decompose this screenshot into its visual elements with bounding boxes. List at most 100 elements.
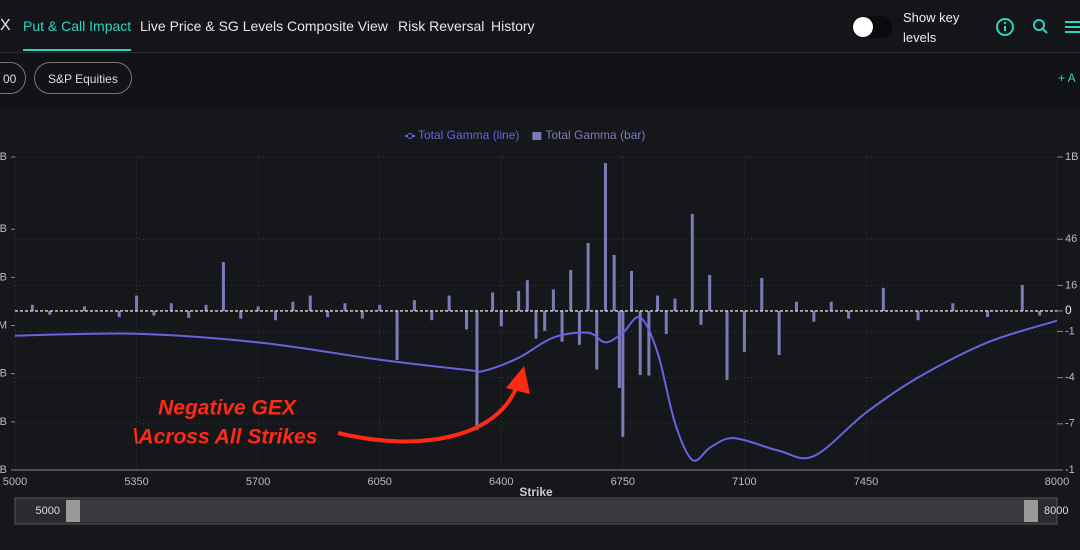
tab[interactable]: Composite View (287, 18, 388, 34)
bar (586, 242, 590, 311)
add-button[interactable]: + A (1058, 71, 1076, 85)
filter-chip[interactable]: S&P Equities (34, 62, 132, 94)
y-tick-label: -1 (1065, 464, 1075, 476)
bar (499, 310, 503, 327)
bar (326, 310, 330, 318)
toggle-label: Show key levels (903, 10, 960, 45)
bar (430, 310, 434, 321)
bar (412, 300, 416, 311)
bar (630, 270, 634, 311)
y2-tick-label: B (0, 368, 7, 380)
bar (117, 310, 121, 318)
y-tick-label: -7 (1065, 418, 1075, 430)
y-tick-label: 0 (1065, 303, 1072, 317)
bar (447, 295, 451, 311)
bar (360, 310, 364, 319)
bar (551, 289, 555, 311)
bar (881, 287, 885, 311)
bar (30, 304, 34, 311)
y-tick-label: -1 (1065, 325, 1075, 337)
bar (135, 295, 139, 311)
y-tick-label: 1B (1065, 151, 1078, 163)
bar (699, 310, 703, 325)
slider-handle (1024, 500, 1038, 522)
x-axis-label: Strike (519, 485, 553, 499)
x-tick-label: 6050 (367, 476, 391, 488)
bar (291, 301, 295, 311)
slider-label: 8000 (1044, 505, 1068, 517)
bar (638, 310, 642, 376)
bar (617, 310, 621, 388)
slider-selection (80, 500, 1024, 522)
bar (777, 310, 781, 355)
icons[interactable] (995, 17, 1080, 37)
x-tick-label: 7100 (732, 476, 756, 488)
bar (543, 310, 547, 331)
filter-chip[interactable]: 00 (0, 62, 26, 94)
bar (603, 163, 607, 311)
bar (656, 295, 660, 311)
bar (829, 301, 833, 311)
bar (256, 306, 260, 311)
bar (725, 310, 729, 380)
bar (187, 310, 191, 318)
bar (647, 310, 651, 376)
bar (708, 274, 712, 311)
tab[interactable]: Put & Call Impact (23, 18, 132, 51)
tab[interactable]: Risk Reversal (398, 18, 485, 34)
bar (612, 254, 616, 311)
annotation: \Across All Strikes (133, 426, 318, 449)
y2-tick-label: B (0, 151, 7, 163)
bar (577, 310, 581, 345)
bar (152, 310, 156, 316)
bar (82, 306, 86, 311)
tab[interactable]: History (491, 18, 535, 34)
bar (951, 303, 955, 311)
line (14, 315, 1058, 462)
bar (812, 310, 816, 322)
bar (1038, 310, 1042, 316)
bar (169, 303, 173, 311)
bar (239, 310, 243, 319)
bar (986, 310, 990, 318)
x-tick-label: 6750 (611, 476, 635, 488)
bar (48, 310, 52, 315)
legend-label: Total Gamma (line) (418, 128, 519, 142)
bar (742, 310, 746, 352)
bar (847, 310, 851, 319)
bar (274, 310, 277, 321)
y2-tick-label: B (0, 223, 7, 235)
bar (395, 310, 399, 360)
y-tick-label: 46 (1065, 233, 1077, 245)
slider-handle (66, 500, 80, 522)
bar (1020, 284, 1024, 311)
y2-tick-label: M (0, 319, 7, 331)
x-tick-label: 5000 (3, 476, 27, 488)
bar (308, 295, 312, 311)
x-tick-label: 7450 (854, 476, 878, 488)
bar (569, 270, 573, 311)
x-tick-label: 8000 (1045, 476, 1069, 488)
annotation: Negative GEX (158, 397, 298, 420)
chart: Total Gamma (line) Total Gamma (bar) 1B 46 1… (0, 108, 1080, 550)
bar (204, 304, 208, 311)
bar (916, 310, 920, 321)
bar (595, 310, 599, 370)
slider-label: 5000 (36, 505, 60, 517)
bar (465, 310, 469, 330)
legend-dot (407, 133, 413, 139)
arrow-head (506, 366, 530, 394)
tab[interactable]: Live Price & SG Levels (140, 18, 284, 34)
bar (664, 310, 668, 335)
bar (534, 310, 538, 339)
bar (795, 301, 798, 311)
bar (560, 310, 564, 342)
x-tick-label: 5700 (246, 476, 270, 488)
bar (760, 278, 764, 311)
toggle[interactable] (852, 16, 892, 38)
bar (378, 304, 382, 311)
y-tick-label: -4 (1065, 372, 1075, 384)
nav-bar: X Put & Call Impact Live Price & SG Leve… (0, 0, 1080, 53)
y2-tick-label: B (0, 464, 7, 476)
